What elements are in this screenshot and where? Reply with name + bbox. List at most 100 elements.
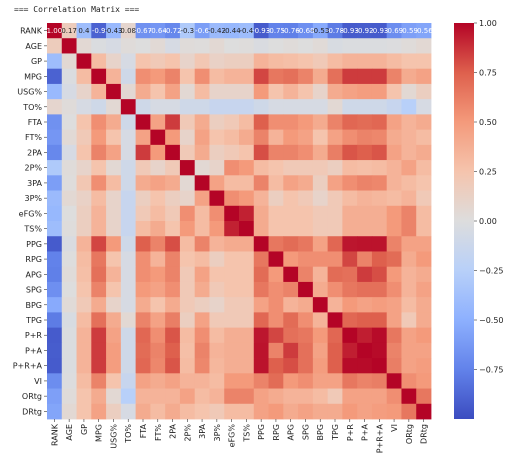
heatmap-cell <box>327 144 343 161</box>
heatmap-cell <box>150 23 166 39</box>
heatmap-cell <box>91 297 107 313</box>
heatmap-cell <box>194 221 210 237</box>
x-tick-label: P+R <box>346 424 355 442</box>
heatmap-cell <box>194 403 210 420</box>
heatmap-cell <box>91 327 107 344</box>
heatmap-cell <box>165 38 181 54</box>
heatmap-cell <box>298 281 314 298</box>
heatmap-cell <box>253 68 269 85</box>
heatmap-cell <box>239 236 255 252</box>
heatmap-cell <box>371 266 388 283</box>
heatmap-cell <box>61 312 77 329</box>
heatmap-cell <box>327 23 343 39</box>
heatmap-cell <box>371 388 388 405</box>
heatmap-cell <box>165 221 181 237</box>
cell-annotation: -0.78 <box>326 27 344 35</box>
heatmap-cell <box>268 68 284 85</box>
heatmap-cell <box>194 266 210 283</box>
heatmap-cell <box>165 53 181 70</box>
heatmap-cell <box>76 312 92 329</box>
cell-annotation: -0.56 <box>415 27 434 35</box>
colorbar-tick-label: −0.50 <box>479 316 504 325</box>
heatmap-cell <box>61 190 77 207</box>
y-tick-label: VI <box>34 377 42 386</box>
heatmap-cell <box>209 175 225 191</box>
heatmap-cell <box>416 160 432 176</box>
heatmap-cell <box>179 129 196 146</box>
cell-annotation: 1.00 <box>47 27 63 35</box>
heatmap-cell <box>298 236 314 252</box>
heatmap-cell <box>61 83 77 100</box>
heatmap-cell <box>209 23 225 39</box>
heatmap-cell <box>401 266 417 283</box>
heatmap-cell <box>76 83 92 100</box>
heatmap-cell <box>268 373 284 389</box>
cell-annotation: -0.69 <box>385 27 403 35</box>
heatmap-cell <box>416 114 432 131</box>
heatmap-cell <box>224 373 240 389</box>
heatmap-cell <box>150 342 166 359</box>
heatmap-cell <box>106 190 122 207</box>
heatmap-cell <box>120 38 137 54</box>
heatmap-cell <box>312 205 329 222</box>
heatmap-cell <box>135 144 151 161</box>
heatmap-cell <box>150 281 166 298</box>
y-tick-label: 2PA <box>27 148 42 157</box>
x-tick-label: MPG <box>95 424 104 442</box>
heatmap-cell <box>327 38 343 54</box>
heatmap-cell <box>194 342 210 359</box>
heatmap-cell <box>179 53 196 70</box>
heatmap-cell <box>91 68 107 85</box>
heatmap-cell <box>386 23 402 39</box>
heatmap-cell <box>61 144 77 161</box>
heatmap-cell <box>342 266 358 283</box>
heatmap-cell <box>150 38 166 54</box>
heatmap-cell <box>76 281 92 298</box>
heatmap-cell <box>209 297 225 313</box>
heatmap-cell <box>165 342 181 359</box>
y-tick-label: USG% <box>17 88 42 97</box>
heatmap-cell <box>91 281 107 298</box>
heatmap-cell <box>47 266 63 283</box>
heatmap-cell <box>150 221 166 237</box>
heatmap-cell <box>298 327 314 344</box>
heatmap-cell <box>76 205 92 222</box>
heatmap-cell <box>283 129 299 146</box>
heatmap-cell <box>179 327 196 344</box>
heatmap-cell <box>106 312 122 329</box>
heatmap-cell <box>106 373 122 389</box>
heatmap-cell <box>327 68 343 85</box>
heatmap-cell <box>165 281 181 298</box>
heatmap-cell <box>47 403 63 420</box>
heatmap-cell <box>120 373 137 389</box>
heatmap-cell <box>165 99 181 115</box>
heatmap-cell <box>135 251 151 268</box>
colorbar-gradient <box>454 23 474 419</box>
heatmap-cell <box>135 403 151 420</box>
heatmap-cell <box>268 266 284 283</box>
cell-annotation: -0.43 <box>104 27 122 35</box>
heatmap-cell <box>298 68 314 85</box>
heatmap-cell <box>253 23 269 39</box>
heatmap-cell <box>194 358 210 374</box>
heatmap-cell <box>253 190 269 207</box>
heatmap-cell <box>165 114 181 131</box>
heatmap-cell <box>342 403 358 420</box>
heatmap-cell <box>179 388 196 405</box>
heatmap-cell <box>312 358 329 374</box>
heatmap-cell <box>312 281 329 298</box>
heatmap-cell <box>135 23 151 39</box>
y-tick-label: GP <box>31 57 42 66</box>
y-tick-label: P+R+A <box>13 362 43 371</box>
heatmap-cell <box>120 114 137 131</box>
heatmap-cell <box>224 38 240 54</box>
cell-annotation: -0.4 <box>240 27 254 35</box>
heatmap-cell <box>253 403 269 420</box>
heatmap-cell <box>209 266 225 283</box>
heatmap-cell <box>371 221 388 237</box>
heatmap-cell <box>47 221 63 237</box>
heatmap-cell <box>357 129 373 146</box>
heatmap-cell <box>401 281 417 298</box>
heatmap-cell <box>342 327 358 344</box>
colorbar-tick-label: 1.00 <box>479 19 497 28</box>
